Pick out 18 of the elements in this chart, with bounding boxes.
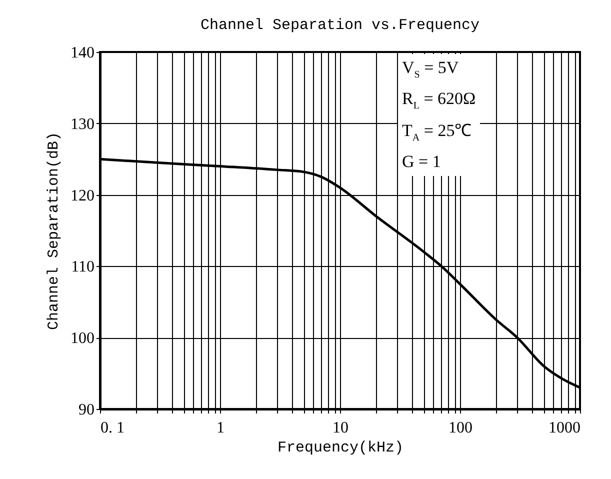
y-axis-title: Channel Separation(dB) (46, 132, 62, 330)
annotation: V$_{S}$ = 5V (402, 57, 460, 82)
x-tick-label: 1000 (548, 420, 580, 436)
y-tick-label: 130 (70, 116, 94, 133)
y-tick-label: 110 (71, 258, 94, 276)
y-tick-label: 90 (78, 402, 94, 418)
y-tick-label: 120 (70, 187, 94, 204)
annotation: R$_{L}$ = 620Ω (402, 88, 476, 114)
x-tick-label: 100 (448, 420, 472, 436)
y-tick-label: 140 (70, 44, 94, 62)
chart-title: Channel Separation vs.Frequency (200, 17, 480, 34)
annotation: G = 1 (402, 151, 442, 174)
x-tick-label: 1 (216, 420, 224, 436)
y-tick-label: 100 (70, 330, 94, 348)
x-tick-label: 0. 1 (100, 420, 124, 436)
x-tick-label: 10 (332, 420, 348, 436)
x-axis-title: Frequency(kHz) (277, 440, 404, 456)
annotation: T$_{A}$ = 25℃ (402, 120, 473, 146)
